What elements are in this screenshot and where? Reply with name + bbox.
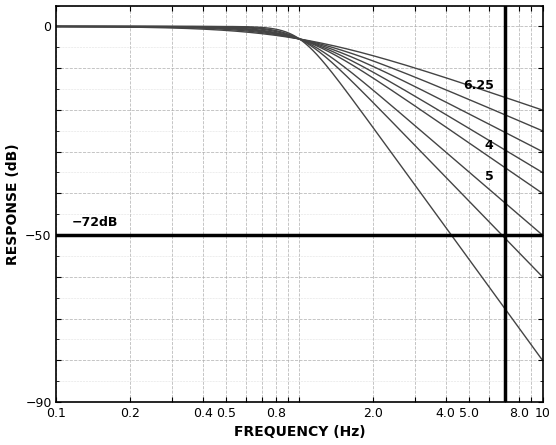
Text: −72dB: −72dB (71, 216, 118, 229)
X-axis label: FREQUENCY (Hz): FREQUENCY (Hz) (234, 425, 365, 440)
Text: 5: 5 (485, 170, 493, 183)
Y-axis label: RESPONSE (dB): RESPONSE (dB) (6, 143, 19, 265)
Text: 4: 4 (485, 139, 493, 152)
Text: 6.25: 6.25 (463, 80, 494, 93)
